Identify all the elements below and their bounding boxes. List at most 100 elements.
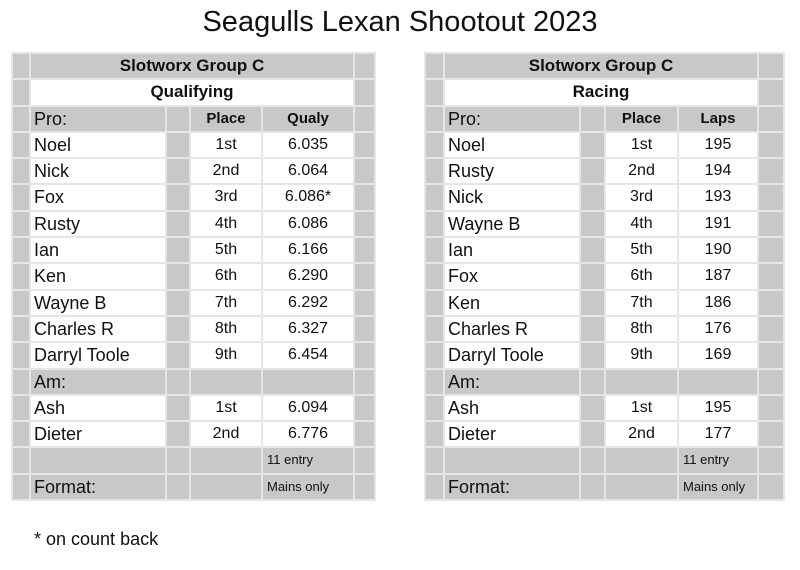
place-cell: 3rd <box>191 185 261 210</box>
place-header: Place <box>606 106 677 131</box>
spacer <box>581 238 604 263</box>
margin-cell <box>355 369 374 394</box>
driver-name: Rusty <box>31 211 165 237</box>
margin-cell <box>355 185 374 210</box>
value-cell: 177 <box>679 422 757 447</box>
margin-cell <box>355 80 374 105</box>
margin-cell <box>426 80 443 105</box>
spacer <box>191 474 261 500</box>
spacer <box>191 448 261 473</box>
margin-cell <box>355 54 374 79</box>
margin-cell <box>13 132 29 158</box>
place-cell: 2nd <box>606 159 677 184</box>
spacer <box>167 395 189 421</box>
margin-cell <box>13 238 29 263</box>
entry-count: 11 entry <box>679 448 757 473</box>
place-cell: 2nd <box>191 159 261 184</box>
margin-cell <box>759 159 783 184</box>
spacer <box>581 422 604 447</box>
margin-cell <box>759 395 783 421</box>
spacer <box>581 106 604 131</box>
driver-name: Ash <box>445 395 579 421</box>
margin-cell <box>355 238 374 263</box>
place-cell: 2nd <box>191 422 261 447</box>
place-cell: 9th <box>191 343 261 368</box>
driver-name: Wayne B <box>31 290 165 315</box>
margin-cell <box>426 448 443 473</box>
spacer <box>581 185 604 210</box>
group-title: Slotworx Group C <box>31 54 353 79</box>
value-cell: 6.064 <box>263 159 353 184</box>
value-header: Laps <box>679 106 757 131</box>
margin-cell <box>759 290 783 315</box>
margin-cell <box>13 343 29 368</box>
margin-cell <box>355 422 374 447</box>
driver-name: Nick <box>445 185 579 210</box>
value-cell: 6.776 <box>263 422 353 447</box>
margin-cell <box>13 316 29 342</box>
driver-name: Fox <box>445 264 579 289</box>
margin-cell <box>355 211 374 237</box>
spacer <box>581 316 604 342</box>
value-cell: 6.166 <box>263 238 353 263</box>
margin-cell <box>759 211 783 237</box>
margin-cell <box>426 211 443 237</box>
margin-cell <box>355 395 374 421</box>
spacer <box>581 448 604 473</box>
value-cell: 195 <box>679 132 757 158</box>
driver-name: Ian <box>31 238 165 263</box>
value-cell: 6.290 <box>263 264 353 289</box>
spacer <box>581 395 604 421</box>
spacer <box>167 238 189 263</box>
margin-cell <box>355 343 374 368</box>
driver-name: Charles R <box>445 316 579 342</box>
margin-cell <box>426 395 443 421</box>
qualifying-table: Slotworx Group C Qualifying Pro: Place Qualy… <box>11 52 376 502</box>
section-title: Racing <box>445 80 757 105</box>
value-cell: 193 <box>679 185 757 210</box>
margin-cell <box>355 159 374 184</box>
driver-name: Darryl Toole <box>31 343 165 368</box>
margin-cell <box>13 106 29 131</box>
value-cell: 6.094 <box>263 395 353 421</box>
margin-cell <box>426 343 443 368</box>
value-cell: 6.292 <box>263 290 353 315</box>
footnote: * on count back <box>34 529 159 549</box>
margin-cell <box>13 211 29 237</box>
margin-cell <box>759 369 783 394</box>
spacer <box>167 211 189 237</box>
margin-cell <box>13 395 29 421</box>
driver-name: Noel <box>31 132 165 158</box>
page-title: Seagulls Lexan Shootout 2023 <box>202 6 598 38</box>
value-cell: 194 <box>679 159 757 184</box>
spacer <box>263 369 353 394</box>
spacer <box>167 448 189 473</box>
place-cell: 6th <box>191 264 261 289</box>
racing-table: Slotworx Group C Racing Pro: Place Laps Noel 1… <box>424 52 785 502</box>
margin-cell <box>426 369 443 394</box>
value-cell: 6.035 <box>263 132 353 158</box>
spacer <box>167 343 189 368</box>
margin-cell <box>759 54 783 79</box>
margin-cell <box>426 159 443 184</box>
driver-name: Noel <box>445 132 579 158</box>
spacer <box>167 290 189 315</box>
spacer <box>167 264 189 289</box>
margin-cell <box>426 238 443 263</box>
spacer <box>581 211 604 237</box>
spacer <box>167 474 189 500</box>
margin-cell <box>13 264 29 289</box>
spacer <box>167 369 189 394</box>
margin-cell <box>426 106 443 131</box>
margin-cell <box>355 264 374 289</box>
value-cell: 195 <box>679 395 757 421</box>
margin-cell <box>355 474 374 500</box>
margin-cell <box>759 422 783 447</box>
margin-cell <box>355 132 374 158</box>
margin-cell <box>426 422 443 447</box>
margin-cell <box>355 316 374 342</box>
driver-name: Nick <box>31 159 165 184</box>
margin-cell <box>13 474 29 500</box>
format-value: Mains only <box>263 474 353 500</box>
value-cell: 6.454 <box>263 343 353 368</box>
